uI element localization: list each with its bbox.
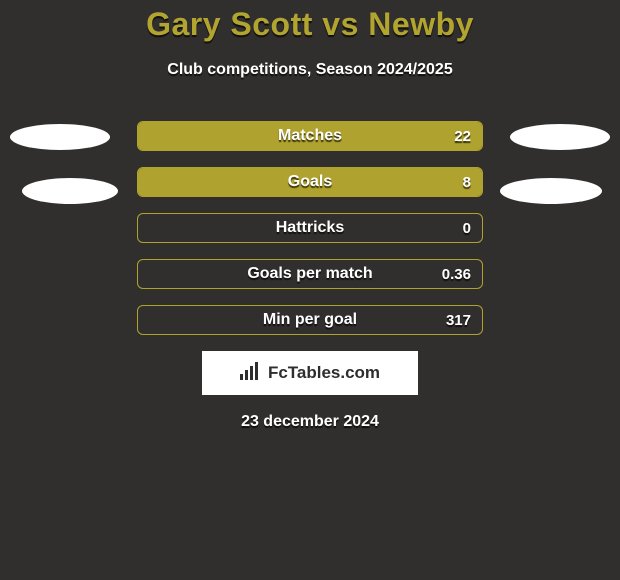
stat-bar-fill: [138, 122, 482, 150]
side-ellipse: [10, 124, 110, 150]
page-title: Gary Scott vs Newby: [0, 0, 620, 43]
stat-bar: Goals8: [137, 167, 483, 197]
stat-bar-track: [137, 305, 483, 335]
subtitle: Club competitions, Season 2024/2025: [0, 61, 620, 79]
stat-bar-track: [137, 213, 483, 243]
stat-bar: Matches22: [137, 121, 483, 151]
side-ellipse: [500, 178, 602, 204]
side-ellipse: [510, 124, 610, 150]
side-ellipse: [22, 178, 118, 204]
logo-box: FcTables.com: [202, 351, 418, 395]
logo-text: FcTables.com: [268, 363, 380, 383]
stat-bar-track: [137, 259, 483, 289]
stat-bar-fill: [138, 168, 482, 196]
comparison-bars: Matches22 Goals8 Hattricks0 Goals per match…: [0, 121, 620, 335]
date-label: 23 december 2024: [0, 413, 620, 431]
stat-bar: Min per goal317: [137, 305, 483, 335]
stat-bar: Hattricks0: [137, 213, 483, 243]
bar-chart-icon: [240, 362, 262, 385]
stat-bar: Goals per match0.36: [137, 259, 483, 289]
